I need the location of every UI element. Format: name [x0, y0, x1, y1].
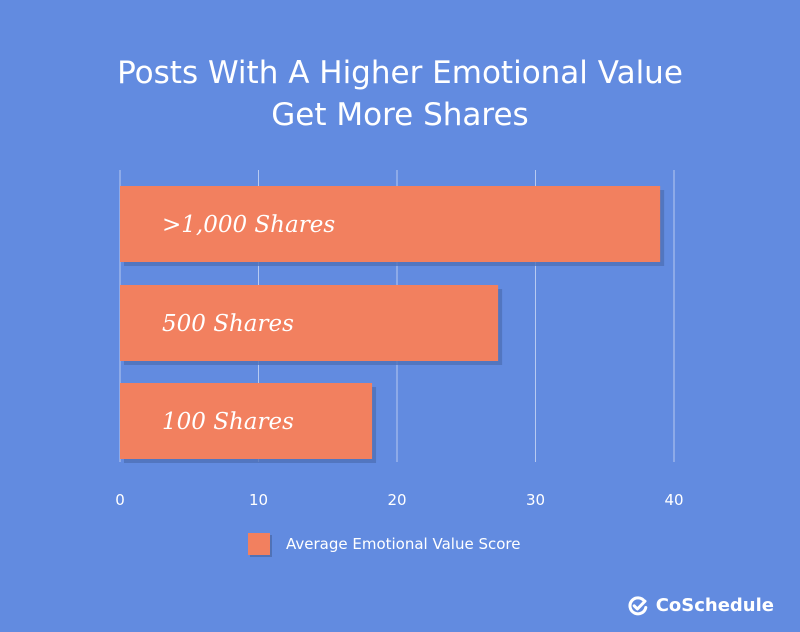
- legend-label: Average Emotional Value Score: [286, 535, 521, 553]
- checkmark-circle-icon: [628, 595, 647, 615]
- x-tick-label: 10: [249, 491, 268, 509]
- brand-name: CoSchedule: [655, 595, 774, 616]
- bar: [120, 186, 661, 262]
- chart-title-line-1: Posts With A Higher Emotional Value: [117, 55, 683, 91]
- coschedule-logo: CoSchedule: [628, 595, 774, 616]
- chart-title: Posts With A Higher Emotional Value Get …: [0, 52, 800, 136]
- x-tick-label: 20: [387, 491, 406, 509]
- bar-label: 500 Shares: [162, 311, 294, 337]
- bar-label: >1,000 Shares: [162, 212, 335, 238]
- bar: [120, 285, 499, 361]
- legend-swatch: [248, 533, 270, 555]
- bar-label: 100 Shares: [162, 409, 294, 435]
- x-tick-label: 0: [115, 491, 125, 509]
- chart-title-line-2: Get More Shares: [271, 97, 529, 133]
- bar: [120, 383, 373, 459]
- legend: Average Emotional Value Score: [248, 533, 520, 555]
- x-tick-label: 30: [526, 491, 545, 509]
- x-tick-label: 40: [664, 491, 683, 509]
